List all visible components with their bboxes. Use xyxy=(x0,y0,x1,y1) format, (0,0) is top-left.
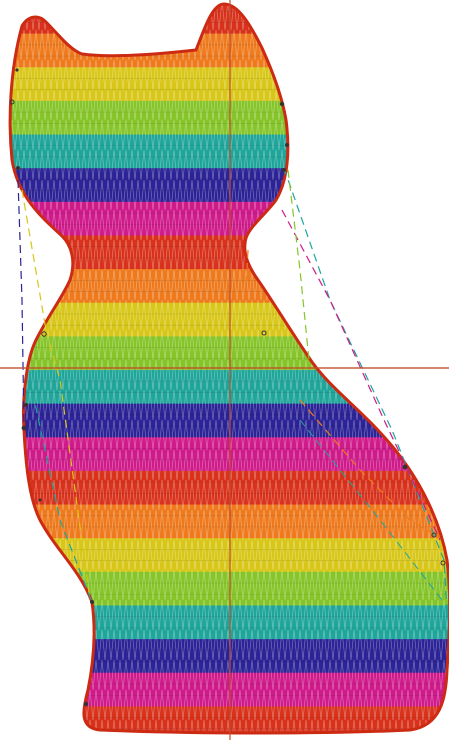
stitch-point xyxy=(41,331,47,337)
travel-guide-lines xyxy=(17,167,448,611)
stitch-markers[interactable] xyxy=(9,68,446,707)
stitch-point xyxy=(21,425,27,431)
guide-line-teal-left xyxy=(29,379,93,603)
stitch-point xyxy=(440,560,446,566)
stitch-point xyxy=(285,143,289,147)
stitch-point xyxy=(261,330,267,336)
guide-line-neck xyxy=(245,249,249,291)
guide-line-teal-right xyxy=(283,167,448,611)
stitch-point xyxy=(24,403,28,407)
guide-line-green xyxy=(287,169,311,371)
stitch-point xyxy=(431,532,437,538)
stitch-point xyxy=(83,701,89,707)
guide-line-yellow xyxy=(21,189,91,601)
stitch-point xyxy=(16,166,20,170)
stitch-point xyxy=(15,68,19,72)
stitch-point xyxy=(282,168,286,172)
stitch-point xyxy=(90,600,94,604)
guide-line-teal-lower xyxy=(299,419,443,601)
stitch-point xyxy=(402,464,408,470)
stitch-point xyxy=(279,101,285,107)
guide-line-magenta xyxy=(281,209,441,541)
stitch-point xyxy=(9,99,15,105)
stitch-point xyxy=(38,498,42,502)
guide-line-indigo xyxy=(17,179,25,431)
guide-line-orange xyxy=(299,399,435,535)
